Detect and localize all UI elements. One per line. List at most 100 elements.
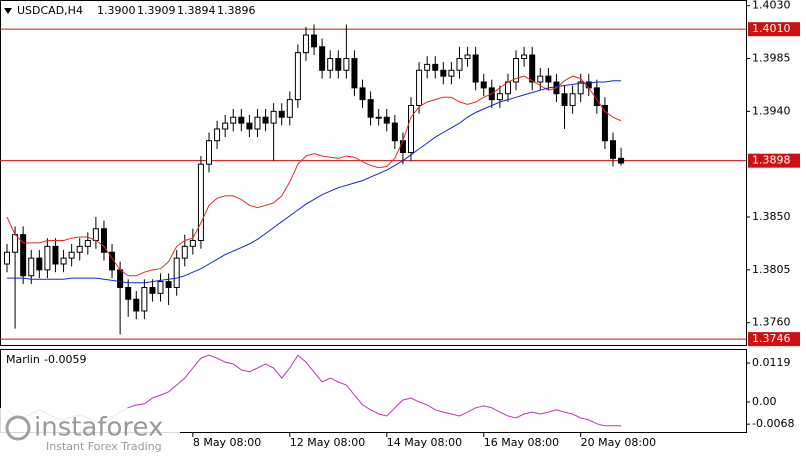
quote-low: 1.3894 — [177, 4, 216, 17]
level-label: 1.3898 — [752, 154, 791, 167]
candle-body — [12, 234, 19, 253]
candle-body — [36, 257, 43, 271]
collapse-arrow — [4, 8, 12, 14]
candle-body — [189, 240, 196, 247]
candle-body — [133, 298, 140, 312]
candle-body — [222, 122, 229, 130]
candle-body — [618, 157, 625, 164]
candle-body — [76, 245, 83, 253]
x-tick-label: 20 May 08:00 — [581, 436, 656, 449]
level-label: 1.3746 — [752, 332, 791, 345]
watermark: instaforex Instant Forex Trading — [0, 408, 180, 456]
candle-body — [383, 116, 390, 124]
candle-body — [327, 58, 334, 71]
candle-body — [359, 87, 366, 101]
y-tick-label: 1.3985 — [752, 52, 791, 65]
candle-body — [238, 116, 245, 124]
candle-body — [230, 116, 237, 124]
candle-body — [375, 116, 382, 119]
candle-body — [513, 58, 520, 83]
candle-body — [610, 140, 616, 159]
main-plot-frame — [0, 0, 747, 346]
y-tick-label: -0.0068 — [752, 417, 794, 430]
candle-body — [545, 75, 552, 83]
candle-body — [561, 93, 568, 106]
y-tick-label: 1.4030 — [752, 0, 791, 12]
x-tick-label: 16 May 08:00 — [484, 436, 559, 449]
candle-body — [149, 286, 156, 294]
candle-body — [416, 69, 423, 106]
candle-body — [577, 81, 584, 95]
y-tick-label: 0.00 — [752, 395, 777, 408]
candle-body — [20, 234, 27, 277]
candle-body — [141, 286, 148, 312]
candle-body — [569, 93, 576, 106]
moving-average — [6, 75, 622, 277]
quote-open: 1.3900 — [97, 4, 136, 17]
x-tick-label: 8 May 08:00 — [193, 436, 261, 449]
candle-body — [529, 54, 536, 83]
candle-body — [311, 34, 318, 48]
candle-body — [270, 110, 277, 124]
candle-body — [601, 104, 608, 142]
candle-body — [44, 245, 51, 271]
candle-body — [52, 245, 59, 265]
candle-body — [100, 228, 107, 253]
candle-body — [173, 257, 180, 288]
candle-body — [157, 281, 164, 294]
candle-body — [424, 63, 431, 71]
candle-body — [464, 54, 471, 60]
candle-body — [480, 81, 487, 89]
candle-body — [448, 69, 455, 77]
candle-body — [246, 122, 253, 130]
level-label-box — [748, 153, 800, 168]
candle-body — [399, 140, 406, 153]
watermark-box — [0, 408, 180, 456]
indicator-title: Marlin — [6, 353, 40, 366]
candle-body — [92, 228, 99, 242]
candle-body — [302, 34, 309, 54]
level-label-box — [748, 332, 800, 347]
moving-average — [7, 80, 622, 284]
candle-body — [537, 75, 544, 83]
indicator-current: -0.0059 — [44, 353, 86, 366]
candle-body — [60, 257, 67, 265]
candle-body — [286, 99, 293, 118]
candle-body — [319, 46, 326, 71]
level-label-box — [748, 22, 800, 37]
candle-body — [278, 110, 285, 118]
candle-body — [367, 99, 374, 118]
candle-body — [4, 251, 10, 265]
y-tick-label: 1.3760 — [752, 316, 791, 329]
candle-body — [472, 54, 479, 83]
candle-body — [206, 140, 212, 165]
candle-body — [262, 116, 269, 124]
y-tick-label: 0.0119 — [752, 356, 791, 369]
quote-high: 1.3909 — [137, 4, 176, 17]
watermark-logo — [5, 415, 31, 441]
y-tick-label: 1.3940 — [752, 104, 791, 117]
x-tick-label: 14 May 08:00 — [387, 436, 462, 449]
candle-body — [254, 116, 261, 130]
candle-body — [391, 122, 398, 142]
y-tick-label: 1.3850 — [752, 210, 791, 223]
candle-body — [125, 286, 132, 300]
candle-body — [351, 58, 358, 89]
quote-close: 1.3896 — [217, 4, 256, 17]
candle-body — [68, 251, 75, 259]
candle-body — [294, 52, 301, 101]
candle-body — [496, 93, 503, 101]
candle-body — [408, 104, 414, 153]
candle-body — [521, 54, 528, 60]
chart-title: USDCAD,H4 — [17, 4, 83, 17]
candle-body — [440, 69, 447, 77]
candle-body — [117, 269, 124, 288]
candle-body — [335, 58, 342, 71]
candle-body — [197, 163, 204, 242]
candle-body — [28, 257, 35, 277]
y-tick-label: 1.3805 — [752, 263, 791, 276]
candle-body — [214, 128, 221, 142]
candle-body — [456, 58, 463, 71]
candle-body — [343, 58, 350, 71]
